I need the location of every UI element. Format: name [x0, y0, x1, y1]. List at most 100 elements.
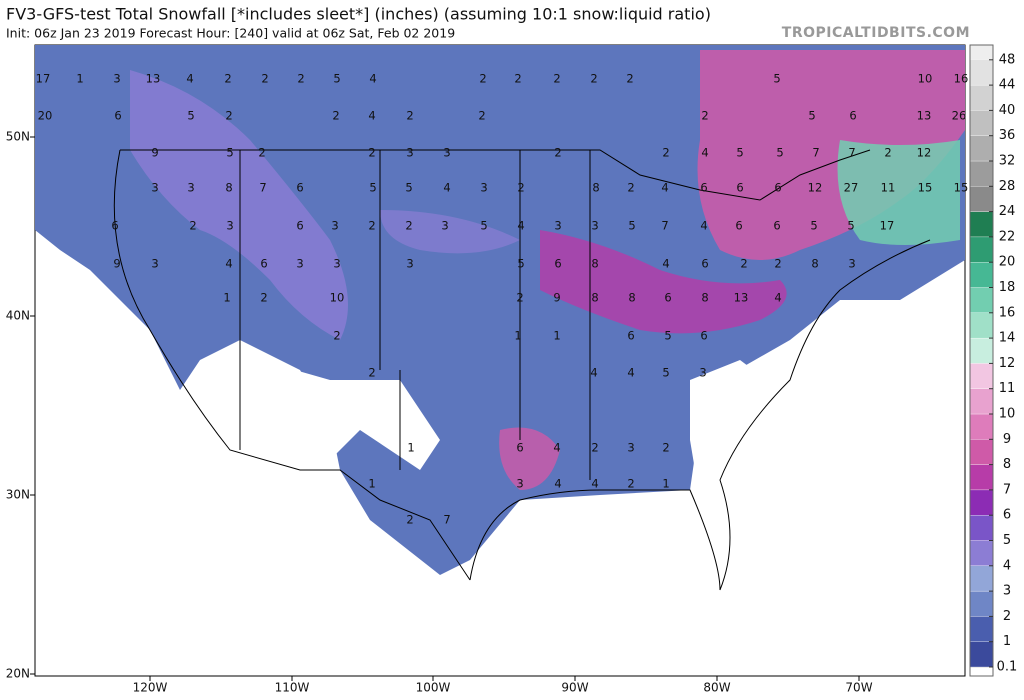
snowfall-label: 3 — [333, 257, 340, 271]
snowfall-label: 4 — [661, 181, 668, 195]
lat-label: 30N — [6, 488, 30, 502]
colorbar-label: 9 — [1003, 432, 1011, 447]
colorbar-label: 48 — [999, 52, 1016, 67]
snowfall-label: 8 — [592, 181, 599, 195]
snowfall-label: 5 — [226, 146, 233, 160]
snowfall-label: 7 — [661, 219, 668, 233]
lon-label: 90W — [561, 681, 588, 695]
snowfall-label: 3 — [151, 257, 158, 271]
snowfall-label: 1 — [223, 291, 230, 305]
colorbar-label: 28 — [999, 179, 1016, 194]
snowfall-label: 27 — [844, 181, 859, 195]
snowfall-label: 8 — [591, 257, 598, 271]
snowfall-label: 1 — [553, 329, 560, 343]
snowfall-label: 7 — [259, 181, 266, 195]
snowfall-label: 4 — [443, 181, 450, 195]
snowfall-label: 6 — [111, 219, 118, 233]
snowfall-label: 1 — [407, 441, 414, 455]
colorbar-segment — [969, 160, 994, 187]
snowfall-label: 5 — [517, 257, 524, 271]
colorbar-label: 0.1 — [997, 660, 1018, 675]
snowfall-label: 2 — [405, 219, 412, 233]
snowfall-label: 6 — [774, 181, 781, 195]
snowfall-label: 6 — [773, 219, 780, 233]
snowfall-label: 9 — [553, 291, 560, 305]
colorbar-label: 32 — [999, 154, 1016, 169]
snowfall-label: 8 — [591, 291, 598, 305]
colorbar-segment — [969, 186, 994, 212]
snowfall-label: 20 — [38, 109, 53, 123]
snowfall-label: 5 — [187, 109, 194, 123]
snowfall-label: 11 — [881, 181, 896, 195]
snowfall-label: 12 — [917, 146, 932, 160]
snowfall-label: 6 — [516, 441, 523, 455]
snowfall-label: 2 — [774, 257, 781, 271]
snowfall-label: 3 — [226, 219, 233, 233]
snowfall-label: 3 — [113, 72, 120, 86]
snowfall-label: 2 — [297, 72, 304, 86]
snowfall-label: 9 — [113, 257, 120, 271]
colorbar-segment — [969, 337, 994, 364]
snowfall-label: 3 — [441, 219, 448, 233]
snowfall-label: 6 — [627, 329, 634, 343]
snowfall-label: 6 — [664, 291, 671, 305]
snowfall-label: 4 — [701, 146, 708, 160]
snowfall-label: 15 — [918, 181, 933, 195]
snow-shade — [837, 140, 960, 245]
snowfall-label: 2 — [258, 146, 265, 160]
snowfall-label: 3 — [516, 477, 523, 491]
snowfall-label: 2 — [332, 109, 339, 123]
snowfall-label: 4 — [225, 257, 232, 271]
no-snow — [690, 360, 780, 500]
snowfall-label: 5 — [480, 219, 487, 233]
snowfall-label: 3 — [187, 181, 194, 195]
snowfall-label: 10 — [918, 72, 933, 86]
colorbar-label: 6 — [1003, 508, 1011, 523]
colorbar-label: 20 — [999, 255, 1016, 270]
snowfall-label: 3 — [554, 219, 561, 233]
snowfall-label: 2 — [662, 441, 669, 455]
snowfall-label: 6 — [736, 181, 743, 195]
colorbar-label: 2 — [1003, 609, 1011, 624]
snowfall-label: 4 — [553, 441, 560, 455]
snowfall-label: 7 — [443, 513, 450, 527]
snowfall-label: 15 — [954, 181, 969, 195]
snowfall-label: 6 — [700, 329, 707, 343]
lon-label: 120W — [133, 681, 168, 695]
snowfall-label: 8 — [701, 291, 708, 305]
colorbar-label: 12 — [999, 356, 1016, 371]
no-snow — [200, 360, 440, 470]
title: FV3-GFS-test Total Snowfall [*includes s… — [6, 5, 711, 24]
snowfall-label: 5 — [369, 181, 376, 195]
snowfall-label: 3 — [480, 181, 487, 195]
snowfall-label: 1 — [76, 72, 83, 86]
snowfall-label: 5 — [405, 181, 412, 195]
snowfall-label: 1 — [368, 477, 375, 491]
snow-shade — [697, 50, 965, 260]
subtitle: Init: 06z Jan 23 2019 Forecast Hour: [24… — [6, 26, 455, 41]
snowfall-label: 6 — [114, 109, 121, 123]
snowfall-label: 2 — [479, 72, 486, 86]
snowfall-label: 6 — [701, 257, 708, 271]
colorbar-segment — [969, 262, 994, 288]
colorbar-segment — [969, 135, 994, 162]
snowfall-label: 1 — [514, 329, 521, 343]
snowfall-label: 5 — [810, 219, 817, 233]
snowfall-label: 3 — [406, 257, 413, 271]
snow-shade — [540, 230, 787, 334]
snowfall-label: 6 — [735, 219, 742, 233]
snowfall-label: 3 — [331, 219, 338, 233]
colorbar-segment — [969, 211, 994, 238]
borders — [113, 149, 931, 591]
snowfall-label: 2 — [884, 146, 891, 160]
snowfall-label: 8 — [628, 291, 635, 305]
colorbar-segment — [969, 236, 994, 263]
snowfall-label: 2 — [554, 146, 561, 160]
snowfall-label: 3 — [406, 146, 413, 160]
colorbar-segment — [969, 363, 994, 389]
snowfall-label: 2 — [261, 72, 268, 86]
colorbar-segment — [969, 540, 994, 566]
colorbar-label: 11 — [999, 381, 1016, 396]
colorbar-frame — [969, 44, 994, 677]
snowfall-label: 5 — [776, 146, 783, 160]
